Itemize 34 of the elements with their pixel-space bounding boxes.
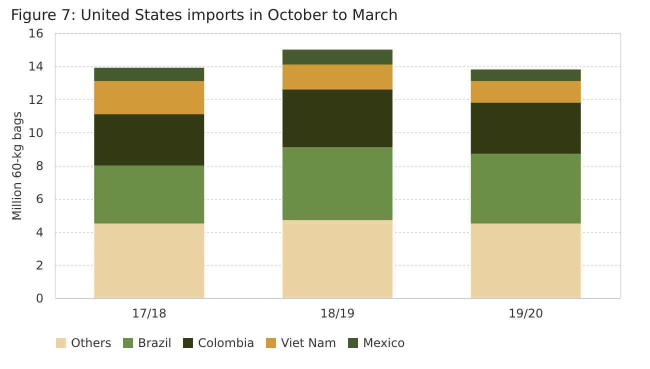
bar	[282, 147, 392, 220]
bar	[94, 166, 204, 224]
y-tick-label: 6	[36, 192, 44, 206]
legend-label: Colombia	[198, 336, 254, 350]
y-tick-label: 0	[36, 292, 44, 306]
bar	[470, 223, 581, 298]
bar	[470, 154, 581, 224]
legend-label: Mexico	[363, 336, 405, 350]
x-tick-label: 18/19	[320, 306, 355, 320]
legend-label: Brazil	[138, 336, 172, 350]
y-tick-label: 16	[28, 26, 44, 40]
x-tick-label: 17/18	[132, 306, 166, 320]
legend-label: Viet Nam	[281, 336, 336, 350]
y-tick-label: 4	[36, 225, 44, 240]
bar	[94, 223, 204, 298]
x-tick-label: 19/20	[508, 306, 544, 320]
y-tick-label: 14	[28, 60, 44, 74]
bar	[282, 220, 392, 298]
bar	[282, 89, 392, 148]
bar	[470, 69, 581, 82]
bar	[282, 50, 392, 64]
bar	[94, 81, 204, 114]
y-tick-label: 8	[36, 159, 44, 173]
bar	[282, 64, 392, 90]
chart-title: Figure 7: United States imports in October to March	[10, 6, 398, 24]
bar	[470, 102, 581, 154]
bar	[470, 81, 581, 103]
y-tick-label: 12	[28, 92, 44, 107]
y-tick-label: 2	[36, 258, 44, 272]
y-axis-title: Million 60-kg bags	[10, 111, 24, 221]
y-tick-label: 10	[28, 126, 44, 140]
bar	[94, 114, 204, 166]
legend-label: Others	[71, 336, 112, 350]
bar	[94, 68, 204, 82]
